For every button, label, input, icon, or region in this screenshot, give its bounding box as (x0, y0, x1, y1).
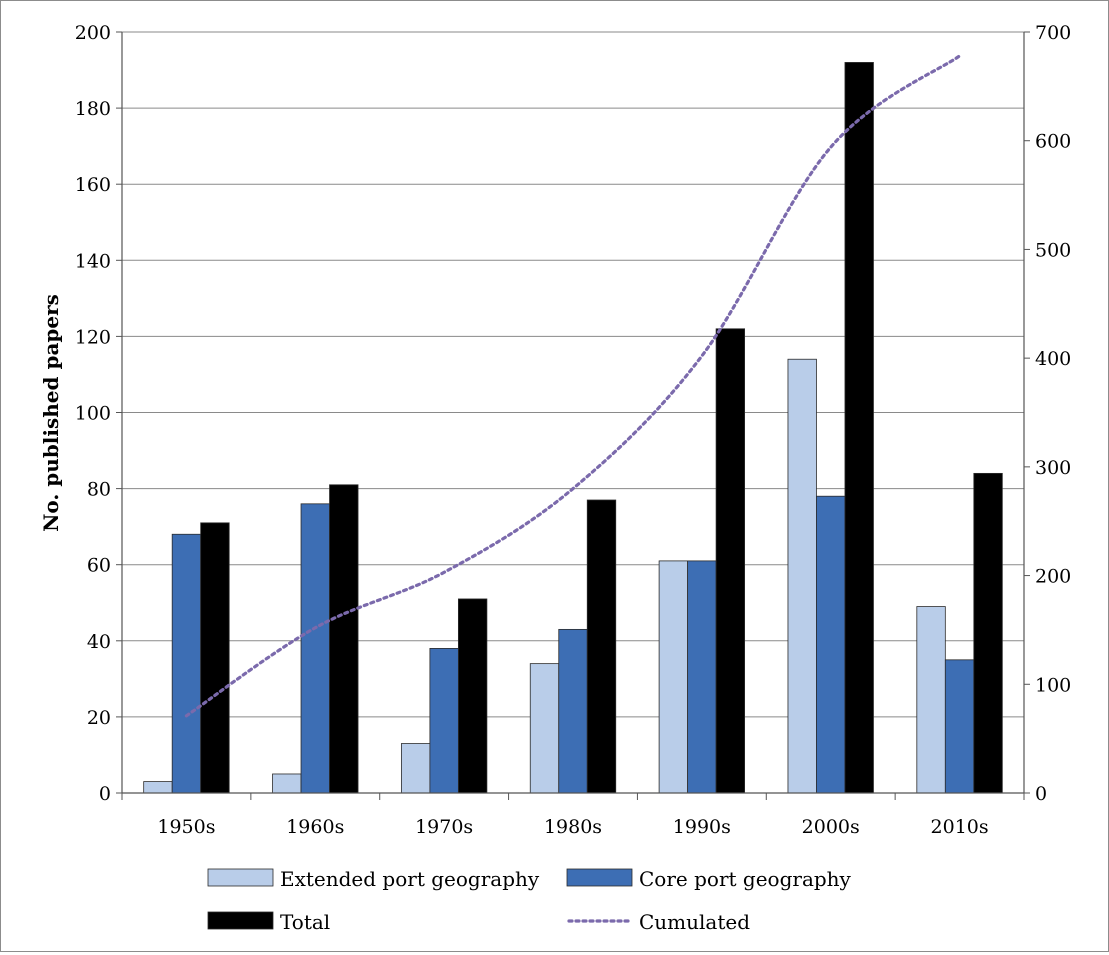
gridlines (122, 31, 1024, 718)
legend-label: Extended port geography (280, 867, 540, 891)
left-tick-label: 160 (75, 174, 111, 196)
x-tick-label: 2010s (931, 816, 989, 838)
left-tick-label: 60 (87, 555, 111, 577)
bar-core-port-geography-1950s (171, 533, 202, 794)
right-tick-label: 700 (1035, 22, 1071, 44)
bar-extended-port-geography-2000s (787, 358, 817, 794)
x-tick-label: 1950s (157, 816, 215, 838)
bar-core-port-geography-1980s (558, 628, 588, 794)
left-tick-label: 100 (75, 403, 111, 425)
y-axis-label: No. published papers (39, 294, 63, 532)
bar-total-1950s (200, 522, 230, 794)
x-tick-label: 1990s (673, 816, 731, 838)
legend-label: Total (280, 910, 330, 934)
right-tick-label: 100 (1035, 674, 1071, 696)
right-tick-label: 500 (1035, 239, 1071, 261)
cumulated-line (184, 54, 962, 718)
bars (143, 62, 1003, 794)
left-tick-label: 120 (75, 326, 111, 348)
bar-extended-port-geography-1960s (272, 773, 302, 794)
x-tick-label: 1960s (286, 816, 344, 838)
bar-extended-port-geography-1980s (529, 663, 560, 794)
left-tick-label: 20 (87, 707, 111, 729)
left-tick-label: 200 (75, 22, 111, 44)
bar-core-port-geography-1990s (687, 560, 717, 794)
bar-extended-port-geography-1990s (658, 560, 689, 794)
bar-extended-port-geography-1970s (400, 743, 431, 794)
legend-label: Core port geography (639, 867, 852, 891)
bar-total-1960s (329, 484, 359, 794)
left-tick-label: 40 (87, 631, 111, 653)
right-tick-label: 300 (1035, 457, 1071, 479)
right-tick-label: 0 (1035, 783, 1047, 805)
x-tick-label: 1980s (544, 816, 602, 838)
bar-total-2000s (844, 62, 874, 794)
legend-swatch (207, 911, 274, 930)
left-axis-ticks: 0 20 40 60 80 100 120 140 160 180 200 (75, 22, 122, 805)
bar-core-port-geography-1970s (429, 648, 459, 794)
bar-total-2010s (973, 472, 1003, 794)
legend-swatch (566, 868, 633, 887)
left-tick-label: 80 (87, 479, 111, 501)
bar-extended-port-geography-2010s (916, 606, 946, 794)
legend-swatch (207, 868, 274, 887)
legend: Extended port geography Core port geograp… (207, 867, 852, 934)
right-tick-label: 600 (1035, 131, 1071, 153)
left-tick-label: 140 (75, 250, 111, 272)
legend-label: Cumulated (639, 910, 750, 934)
bar-extended-port-geography-1950s (143, 781, 173, 794)
bar-total-1990s (715, 328, 746, 794)
cumulated-line-layer (184, 54, 962, 718)
right-tick-label: 200 (1035, 566, 1071, 588)
x-tick-label: 2000s (802, 816, 860, 838)
bar-core-port-geography-2000s (816, 495, 846, 794)
x-tick-label: 1970s (415, 816, 473, 838)
bar-total-1980s (586, 499, 617, 794)
right-tick-label: 400 (1035, 348, 1071, 370)
bar-total-1970s (457, 598, 488, 794)
x-axis-ticks: 1950s 1960s 1970s 1980s 1990s 2000s 2010s (121, 793, 1025, 838)
right-axis-ticks: 0 100 200 300 400 500 600 700 (1024, 22, 1071, 805)
left-tick-label: 0 (99, 783, 111, 805)
left-tick-label: 180 (75, 98, 111, 120)
bar-core-port-geography-1960s (300, 503, 330, 794)
bar-core-port-geography-2010s (944, 659, 975, 794)
